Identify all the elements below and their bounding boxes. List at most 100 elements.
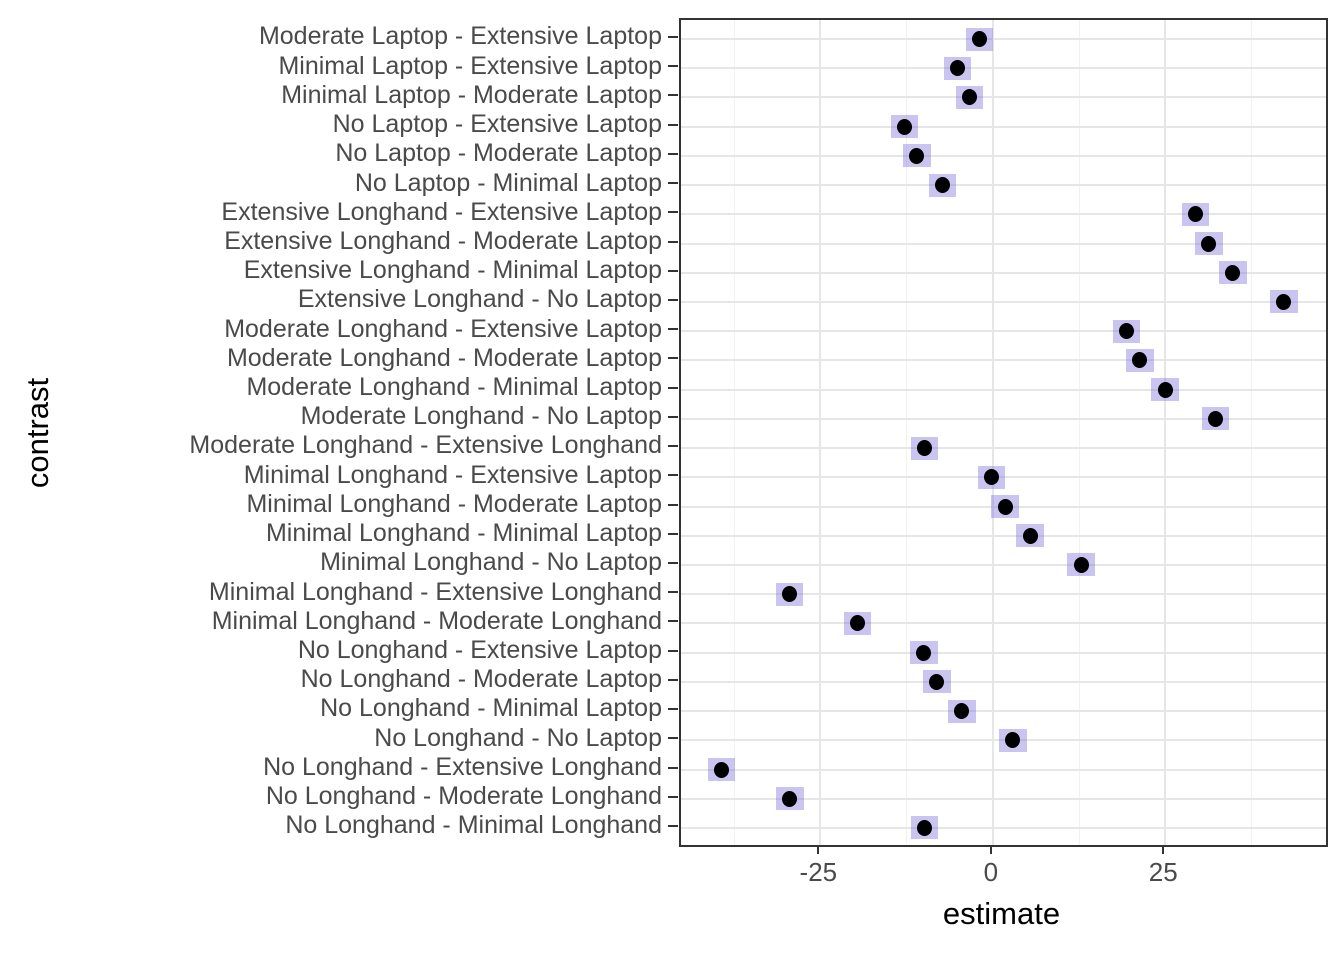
y-tick-mark [668, 766, 678, 769]
gridline-y-major [681, 388, 1326, 391]
point-estimate-dot [929, 673, 945, 690]
y-tick-mark [668, 474, 678, 477]
y-tick-mark [668, 445, 678, 448]
y-tick-mark [668, 357, 678, 360]
point-estimate-dot [897, 118, 912, 135]
y-axis-label: No Longhand - Minimal Laptop [320, 694, 662, 723]
y-tick-mark [668, 211, 678, 214]
y-axis-label: Extensive Longhand - Moderate Laptop [224, 226, 662, 255]
y-axis-label: Moderate Longhand - No Laptop [300, 402, 662, 431]
point-estimate-dot [1022, 527, 1038, 544]
gridline-y-major [681, 154, 1326, 157]
y-tick-mark [668, 298, 678, 301]
y-axis-label: No Longhand - No Laptop [374, 723, 662, 752]
gridline-y-major [681, 768, 1326, 771]
gridline-y-major [681, 330, 1326, 333]
y-tick-mark [668, 123, 678, 126]
y-axis-label: Extensive Longhand - Minimal Laptop [243, 256, 662, 285]
gridline-y-major [681, 417, 1326, 420]
gridline-y-major [681, 184, 1326, 187]
point-estimate-dot [1157, 381, 1173, 398]
y-axis-label: No Longhand - Extensive Longhand [263, 752, 662, 781]
x-tick-mark [817, 845, 820, 854]
point-estimate-dot [1208, 410, 1224, 427]
point-estimate-dot [1225, 264, 1241, 281]
x-tick-label: 0 [983, 857, 999, 887]
gridline-y-major [681, 125, 1326, 128]
point-estimate-dot [917, 440, 932, 457]
y-axis-label: No Longhand - Extensive Laptop [297, 636, 662, 665]
gridline-y-major [681, 797, 1326, 800]
gridline-y-major [681, 622, 1326, 625]
y-axis-label: No Longhand - Minimal Longhand [285, 811, 662, 840]
point-estimate-dot [1132, 352, 1148, 369]
y-tick-mark [668, 824, 678, 827]
y-tick-mark [668, 503, 678, 506]
y-tick-mark [668, 708, 678, 711]
y-axis-label: Minimal Laptop - Moderate Laptop [281, 80, 662, 109]
point-estimate-dot [1276, 293, 1292, 310]
y-tick-mark [668, 65, 678, 68]
gridline-y-major [681, 242, 1326, 245]
gridline-x-minor [1078, 20, 1080, 845]
point-estimate-dot [714, 761, 730, 778]
gridline-x-major [1164, 20, 1167, 845]
gridline-y-major [681, 96, 1326, 99]
y-axis-label: Minimal Longhand - Moderate Longhand [211, 606, 662, 635]
point-estimate-dot [1188, 206, 1204, 223]
point-estimate-dot [782, 790, 798, 807]
y-tick-mark [668, 532, 678, 535]
y-axis-label: Minimal Longhand - Minimal Laptop [265, 519, 662, 548]
x-tick-mark [989, 845, 992, 854]
y-axis-label: No Laptop - Minimal Laptop [354, 168, 662, 197]
x-tick-mark [1162, 845, 1165, 854]
y-tick-mark [668, 36, 678, 38]
point-estimate-dot [916, 644, 932, 661]
plot-panel [679, 18, 1328, 847]
y-tick-mark [668, 795, 678, 798]
gridline-y-major [681, 447, 1326, 450]
x-tick-label: -25 [799, 857, 838, 887]
y-tick-mark [668, 649, 678, 652]
point-estimate-dot [950, 60, 966, 77]
y-axis-label: Moderate Longhand - Moderate Laptop [226, 343, 662, 372]
y-axis-label: Moderate Longhand - Extensive Laptop [224, 314, 662, 343]
y-tick-mark [668, 591, 678, 594]
y-tick-mark [668, 240, 678, 243]
point-estimate-dot [781, 586, 797, 603]
gridline-x-major [819, 20, 822, 845]
y-axis-label: Minimal Longhand - No Laptop [320, 548, 662, 577]
y-axis-label: Minimal Laptop - Extensive Laptop [278, 51, 662, 80]
gridline-y-major [681, 680, 1326, 683]
y-axis-label: No Laptop - Extensive Laptop [332, 110, 662, 139]
y-axis-label: Extensive Longhand - Extensive Laptop [221, 197, 662, 226]
gridline-y-major [681, 38, 1326, 40]
y-axis-label: No Laptop - Moderate Laptop [335, 139, 662, 168]
y-tick-mark [668, 269, 678, 272]
point-estimate-dot [1201, 235, 1217, 252]
y-axis-label: Moderate Longhand - Extensive Longhand [189, 431, 662, 460]
point-estimate-dot [983, 469, 999, 486]
x-tick-label: 25 [1148, 857, 1178, 887]
y-axis-label: Minimal Longhand - Extensive Laptop [243, 460, 662, 489]
gridline-y-major [681, 651, 1326, 654]
point-estimate-dot [909, 147, 925, 164]
y-tick-mark [668, 415, 678, 418]
y-tick-mark [668, 152, 678, 155]
y-axis-label: No Longhand - Moderate Longhand [265, 782, 662, 811]
y-axis-label: No Longhand - Moderate Laptop [300, 665, 662, 694]
gridline-y-major [681, 359, 1326, 362]
point-estimate-dot [972, 31, 988, 47]
y-axis-label: Minimal Longhand - Extensive Longhand [208, 577, 662, 606]
point-estimate-dot [1073, 556, 1089, 573]
point-estimate-dot [1005, 732, 1021, 749]
point-estimate-dot [850, 615, 866, 632]
y-tick-mark [668, 182, 678, 185]
point-estimate-dot [961, 89, 977, 106]
gridline-x-minor [1250, 20, 1252, 845]
gridline-y-major [681, 534, 1326, 537]
gridline-y-major [681, 271, 1326, 274]
point-estimate-dot [954, 703, 970, 720]
gridline-y-major [681, 593, 1326, 596]
